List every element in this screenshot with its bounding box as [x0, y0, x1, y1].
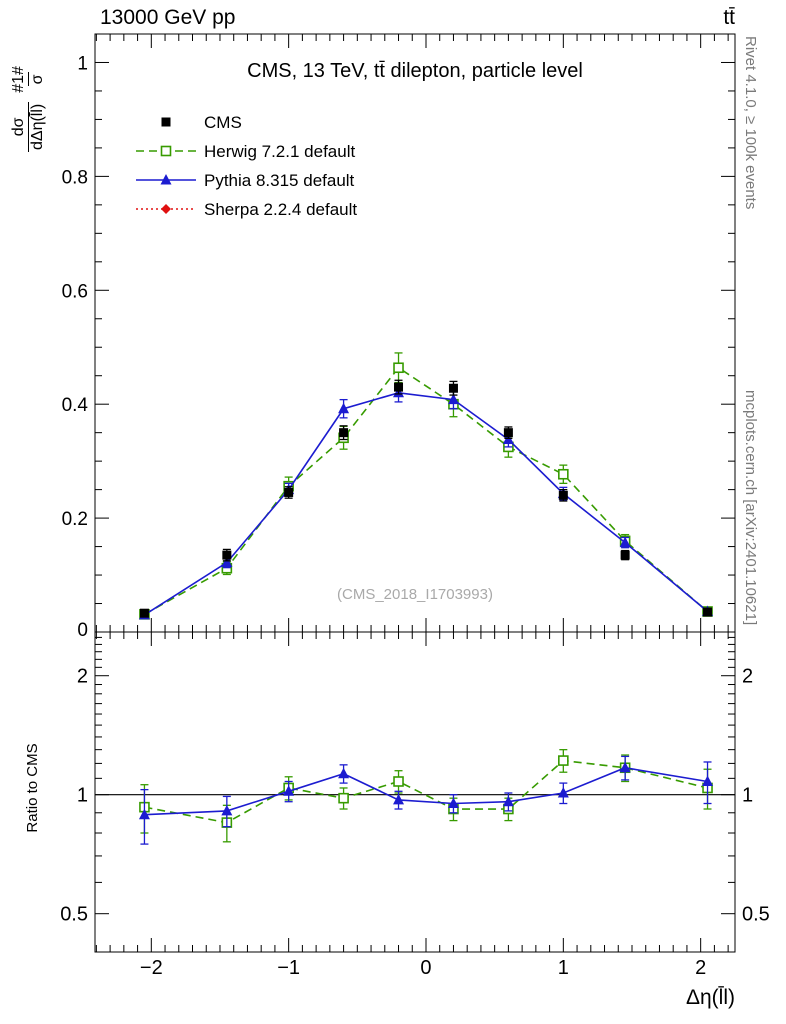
plot-title: CMS, 13 TeV, tt̄ dilepton, particle leve… [247, 60, 583, 82]
y-tick-labels-ratio: 0.5 0.5 1 1 2 2 [60, 666, 770, 926]
y-axis-fraction-one-over-sigma: #1# σ [10, 64, 47, 95]
y-ticks-ratio [95, 636, 735, 953]
svg-text:−1: −1 [277, 957, 300, 979]
svg-text:0: 0 [77, 620, 88, 641]
svg-text:−2: −2 [140, 957, 163, 979]
legend-item-pythia: Pythia 8.315 default [136, 171, 355, 190]
x-axis-title: Δη(l̄l) [685, 986, 735, 1009]
legend-item-herwig: Herwig 7.2.1 default [136, 142, 355, 161]
series-main-cms [139, 379, 713, 618]
svg-text:0.4: 0.4 [62, 395, 89, 416]
series-main-herwig-7-2-1-default [139, 352, 713, 620]
svg-text:0.5: 0.5 [742, 904, 770, 926]
svg-text:2: 2 [77, 666, 88, 688]
legend: CMS Herwig 7.2.1 default Pythia 8.315 defa… [136, 113, 357, 219]
fraction-denominator: dΔη(l̄l) [27, 101, 47, 152]
svg-text:CMS: CMS [204, 113, 242, 132]
legend-item-sherpa: Sherpa 2.2.4 default [136, 200, 357, 219]
svg-text:Pythia 8.315 default: Pythia 8.315 default [204, 171, 355, 190]
svg-text:1: 1 [558, 957, 569, 979]
svg-text:2: 2 [695, 957, 706, 979]
svg-text:2: 2 [742, 666, 753, 688]
y-tick-labels-main: 0 0.2 0.4 0.6 0.8 1 [62, 53, 89, 641]
rivet-version-note: Rivet 4.1.0, ≥ 100k events [742, 36, 759, 210]
svg-text:0.6: 0.6 [62, 281, 88, 302]
x-tick-labels: −2 −1 0 1 2 [140, 957, 706, 979]
legend-item-cms: CMS [161, 113, 242, 132]
mcplots-arxiv-note: mcplots.cern.ch [arXiv:2401.10621] [742, 390, 759, 626]
analysis-id-watermark: (CMS_2018_I1703993) [337, 586, 493, 603]
svg-text:0.5: 0.5 [60, 904, 88, 926]
x-ticks [95, 34, 729, 952]
svg-text:0.2: 0.2 [62, 509, 88, 530]
svg-text:1: 1 [77, 53, 88, 74]
main-frame [94, 33, 736, 633]
fraction-denominator: σ [27, 72, 47, 87]
series-ratio-pythia-8-315-default [138, 755, 714, 845]
y-axis-title-main: dσ dΔη(l̄l) #1# σ [6, 30, 50, 152]
svg-text:0: 0 [420, 957, 431, 979]
svg-text:0.8: 0.8 [62, 167, 88, 188]
y-ticks-main [95, 61, 735, 605]
fraction-numerator: #1# [9, 66, 27, 93]
y-axis-title-ratio: Ratio to CMS [24, 743, 41, 833]
fraction-numerator: dσ [9, 117, 27, 137]
svg-text:Herwig 7.2.1 default: Herwig 7.2.1 default [204, 142, 355, 161]
process-label: tt̄ [723, 6, 735, 29]
ratio-frame [94, 631, 736, 953]
series-main-pythia-8-315-default [138, 383, 714, 620]
svg-text:1: 1 [77, 785, 88, 807]
series-ratio-herwig-7-2-1-default [139, 749, 713, 843]
beam-energy-label: 13000 GeV pp [100, 6, 236, 29]
svg-text:Sherpa 2.2.4 default: Sherpa 2.2.4 default [204, 200, 357, 219]
y-axis-fraction-dsigma: dσ dΔη(l̄l) [9, 101, 47, 152]
svg-text:1: 1 [742, 785, 753, 807]
